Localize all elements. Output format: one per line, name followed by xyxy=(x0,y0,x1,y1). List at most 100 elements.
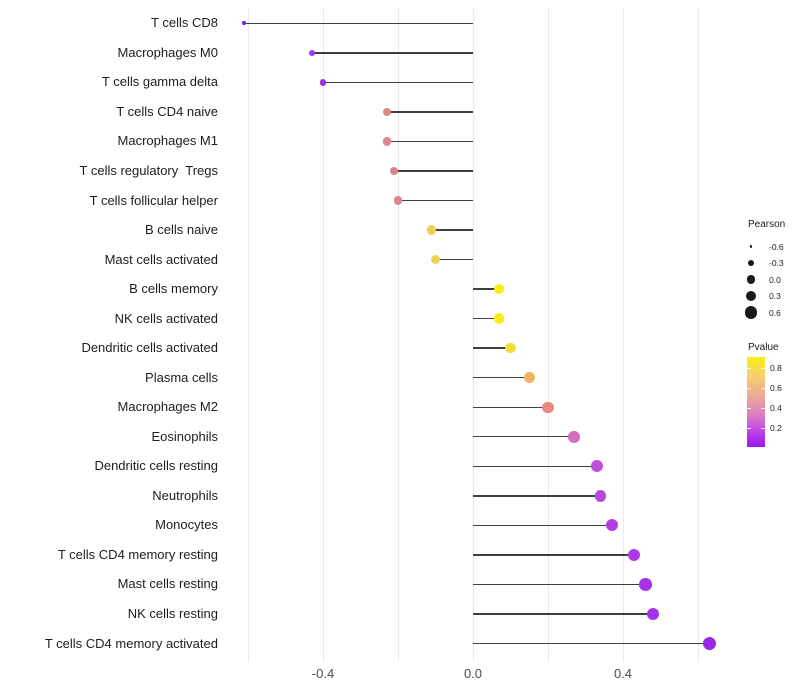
lollipop-dot xyxy=(639,578,652,591)
pearson-legend-label: 0.0 xyxy=(769,274,781,285)
pvalue-bar-tick xyxy=(761,367,765,370)
pvalue-bar-tick xyxy=(761,427,765,430)
category-label: NK cells resting xyxy=(127,606,218,621)
pearson-legend-dot xyxy=(744,306,758,319)
category-label: T cells CD4 memory resting xyxy=(57,546,218,562)
vertical-gridline xyxy=(622,8,624,662)
lollipop-dot xyxy=(319,79,327,86)
lollipop-dot xyxy=(430,254,441,265)
pvalue-legend-title: Pvalue xyxy=(748,342,779,353)
lollipop-dot xyxy=(523,372,535,384)
lollipop-dot xyxy=(494,283,505,295)
x-axis-tick-label: 0.0 xyxy=(463,666,483,681)
lollipop-stem xyxy=(311,52,473,54)
pearson-legend-dot xyxy=(749,245,753,248)
category-label: T cells CD4 naive xyxy=(116,103,218,119)
vertical-gridline xyxy=(247,8,249,662)
lollipop-dot xyxy=(542,401,554,413)
lollipop-stem xyxy=(473,583,646,586)
pvalue-legend-label: 0.8 xyxy=(770,363,782,374)
category-label: T cells gamma delta xyxy=(101,74,218,90)
category-label: Dendritic cells activated xyxy=(81,340,218,356)
x-axis-tick-label: 0.4 xyxy=(613,666,633,681)
pearson-legend-label: 0.6 xyxy=(769,307,781,318)
category-label: Plasma cells xyxy=(145,369,218,385)
lollipop-dot xyxy=(590,460,603,473)
pearson-legend-label: -0.6 xyxy=(769,241,784,252)
pearson-legend-dot xyxy=(746,275,756,284)
category-label: NK cells activated xyxy=(114,310,218,326)
pvalue-legend-label: 0.2 xyxy=(770,423,782,434)
category-label: Mast cells resting xyxy=(117,576,218,592)
lollipop-stem xyxy=(473,524,612,527)
lollipop-stem xyxy=(473,406,548,408)
pvalue-bar-tick xyxy=(761,407,765,410)
lollipop-dot xyxy=(568,430,581,443)
pvalue-legend-label: 0.4 xyxy=(770,403,782,414)
lollipop-stem xyxy=(244,22,473,24)
lollipop-stem xyxy=(473,288,500,290)
lollipop-stem xyxy=(473,436,575,438)
lollipop-stem xyxy=(473,495,601,497)
vertical-gridline xyxy=(322,8,324,662)
lollipop-dot xyxy=(308,49,315,56)
vertical-gridline xyxy=(397,8,399,662)
lollipop-dot xyxy=(646,607,660,621)
lollipop-stem xyxy=(323,81,473,84)
pearson-legend-label: -0.3 xyxy=(769,258,784,268)
lollipop-stem xyxy=(386,140,473,143)
pearson-legend-label: 0.3 xyxy=(769,291,781,301)
category-label: T cells follicular helper xyxy=(89,192,218,208)
lollipop-dot xyxy=(505,342,516,354)
lollipop-stem xyxy=(473,613,653,615)
lollipop-stem xyxy=(473,642,710,645)
category-label: Macrophages M1 xyxy=(117,133,218,149)
lollipop-stem xyxy=(394,170,473,172)
pvalue-bar-tick xyxy=(747,427,751,430)
lollipop-dot xyxy=(393,196,403,205)
lollipop-stem xyxy=(431,229,473,231)
category-label: T cells CD4 memory activated xyxy=(44,635,218,651)
lollipop-stem xyxy=(398,199,473,202)
lollipop-stem xyxy=(435,258,473,261)
lollipop-stem xyxy=(386,111,473,113)
category-label: Neutrophils xyxy=(152,487,218,503)
lollipop-dot xyxy=(382,107,391,117)
pearson-legend-dot xyxy=(747,259,755,267)
pvalue-bar-tick xyxy=(761,387,765,390)
pearson-legend-dot xyxy=(745,290,757,302)
lollipop-stem xyxy=(473,317,500,320)
pvalue-bar-tick xyxy=(747,407,751,410)
category-label: T cells regulatory Tregs xyxy=(79,162,218,178)
pvalue-bar-tick xyxy=(747,367,751,370)
category-label: Dendritic cells resting xyxy=(94,458,218,474)
vertical-gridline xyxy=(547,8,549,662)
vertical-gridline xyxy=(697,8,699,662)
pearson-legend-title: Pearson xyxy=(748,219,786,230)
vertical-gridline xyxy=(472,8,474,662)
lollipop-dot xyxy=(702,636,716,651)
lollipop-stem xyxy=(473,377,530,379)
pvalue-gradient-bar xyxy=(747,357,765,447)
lollipop-stem xyxy=(473,347,511,349)
category-label: B cells naive xyxy=(145,222,218,238)
category-label: T cells CD8 xyxy=(151,15,218,31)
category-label: Eosinophils xyxy=(151,428,219,444)
lollipop-dot xyxy=(390,166,399,176)
category-label: Monocytes xyxy=(155,517,218,533)
lollipop-dot xyxy=(628,548,641,562)
lollipop-dot xyxy=(594,489,607,502)
lollipop-stem xyxy=(473,465,597,468)
pvalue-bar-tick xyxy=(747,387,751,390)
lollipop-stem xyxy=(473,554,635,556)
category-label: Mast cells activated xyxy=(104,251,218,267)
x-axis-tick-label: -0.4 xyxy=(311,666,335,681)
category-label: B cells memory xyxy=(129,281,218,297)
lollipop-dot xyxy=(494,313,505,324)
lollipop-dot xyxy=(605,519,618,532)
lollipop-dot xyxy=(242,21,247,26)
pvalue-legend-label: 0.6 xyxy=(770,383,782,394)
category-label: Macrophages M2 xyxy=(117,399,218,415)
category-label: Macrophages M0 xyxy=(117,44,218,60)
